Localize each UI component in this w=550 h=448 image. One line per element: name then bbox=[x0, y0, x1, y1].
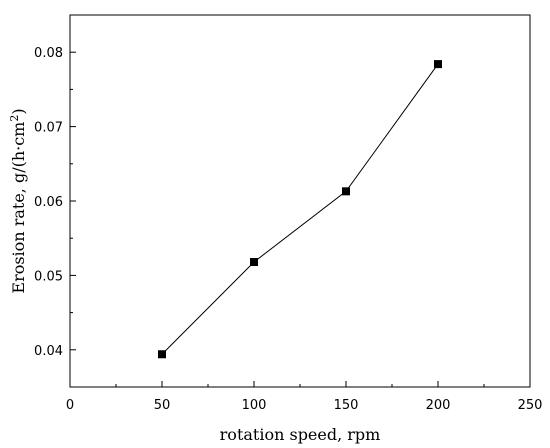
data-point-marker bbox=[158, 350, 166, 359]
data-point-marker bbox=[434, 60, 442, 69]
y-tick-label: 0.04 bbox=[34, 344, 63, 359]
y-axis-ticks: 0.04 0.05 0.06 0.07 0.08 bbox=[34, 14, 76, 388]
data-point-marker bbox=[342, 187, 350, 196]
y-tick-label: 0.06 bbox=[34, 195, 63, 210]
y-axis-label-close: ) bbox=[9, 108, 28, 114]
y-tick-label: 0.07 bbox=[34, 121, 63, 136]
series-line bbox=[161, 63, 439, 355]
x-tick-label: 200 bbox=[426, 398, 451, 413]
x-tick-label: 250 bbox=[518, 398, 543, 413]
x-tick-label: 50 bbox=[154, 398, 171, 413]
x-axis-label: rotation speed, rpm bbox=[220, 425, 381, 444]
data-markers bbox=[158, 60, 442, 359]
y-tick-label: 0.05 bbox=[34, 269, 63, 284]
x-tick-label: 150 bbox=[334, 398, 359, 413]
plot-frame bbox=[69, 14, 531, 388]
y-axis-label-main: Erosion rate, g/(h·cm bbox=[9, 122, 28, 294]
y-axis-label: Erosion rate, g/(h·cm2) bbox=[8, 108, 28, 293]
data-point-marker bbox=[250, 258, 258, 267]
y-tick-label: 0.08 bbox=[34, 46, 63, 61]
x-tick-label: 0 bbox=[66, 398, 74, 413]
x-tick-label: 100 bbox=[242, 398, 267, 413]
y-axis-label-superscript: 2 bbox=[8, 115, 21, 122]
x-axis-ticks: 0 50 100 150 200 250 bbox=[66, 381, 543, 413]
